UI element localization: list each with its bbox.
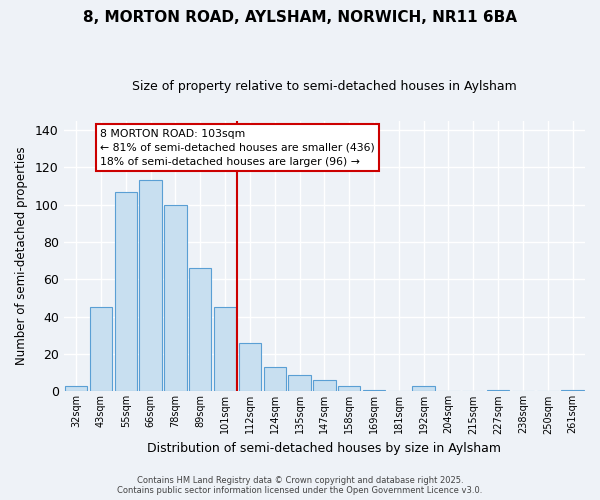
- Bar: [65, 386, 87, 392]
- Text: Contains HM Land Registry data © Crown copyright and database right 2025.
Contai: Contains HM Land Registry data © Crown c…: [118, 476, 482, 495]
- Bar: [164, 204, 187, 392]
- Text: 8, MORTON ROAD, AYLSHAM, NORWICH, NR11 6BA: 8, MORTON ROAD, AYLSHAM, NORWICH, NR11 6…: [83, 10, 517, 25]
- Bar: [189, 268, 211, 392]
- Bar: [239, 343, 261, 392]
- Bar: [487, 390, 509, 392]
- Bar: [263, 367, 286, 392]
- Y-axis label: Number of semi-detached properties: Number of semi-detached properties: [15, 146, 28, 366]
- Bar: [562, 390, 584, 392]
- Bar: [313, 380, 335, 392]
- Bar: [139, 180, 162, 392]
- Bar: [363, 390, 385, 392]
- Bar: [289, 374, 311, 392]
- Bar: [214, 308, 236, 392]
- Text: 8 MORTON ROAD: 103sqm
← 81% of semi-detached houses are smaller (436)
18% of sem: 8 MORTON ROAD: 103sqm ← 81% of semi-deta…: [100, 128, 375, 166]
- Title: Size of property relative to semi-detached houses in Aylsham: Size of property relative to semi-detach…: [132, 80, 517, 93]
- X-axis label: Distribution of semi-detached houses by size in Aylsham: Distribution of semi-detached houses by …: [148, 442, 502, 455]
- Bar: [115, 192, 137, 392]
- Bar: [90, 308, 112, 392]
- Bar: [338, 386, 361, 392]
- Bar: [412, 386, 435, 392]
